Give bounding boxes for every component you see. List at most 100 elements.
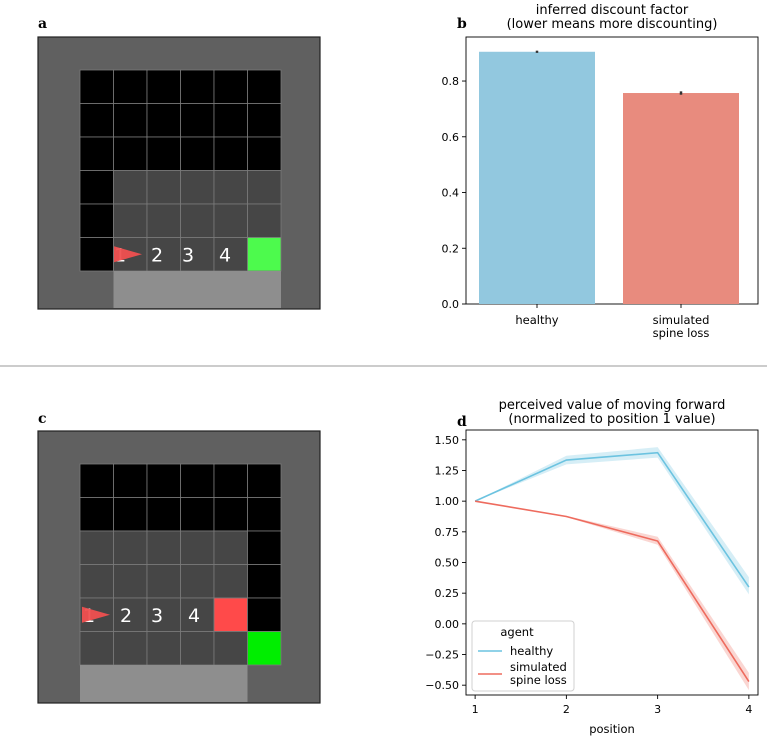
grid-cell (113, 597, 148, 632)
y-tick-label: 0.00 (435, 618, 460, 631)
grid-cell (180, 463, 215, 498)
y-tick-label: 0.2 (442, 242, 460, 255)
series-line-healthy (474, 451, 750, 588)
grid-cell (247, 497, 282, 532)
grid-cell (113, 203, 148, 238)
agent-arrow-icon (114, 246, 142, 263)
grid-cell (247, 203, 282, 238)
x-tick-label: healthy (515, 313, 558, 327)
agent-arrow-icon (82, 606, 110, 623)
y-tick-label: 0.0 (442, 298, 460, 311)
y-tick-label: 1.25 (435, 464, 460, 477)
grid-cell (213, 497, 248, 532)
legend-label-spine-loss: simulated (510, 660, 567, 674)
position-number: 3 (182, 245, 194, 267)
y-tick-label: −0.25 (425, 649, 459, 662)
bar-healthy (479, 51, 595, 305)
panel-label-c: c (38, 411, 47, 427)
grid-cell (180, 564, 215, 599)
chart-title: inferred discount factor (536, 3, 689, 18)
line-chart-perceived-value: −0.50 −0.25 0.00 0.25 0.50 0.75 1.00 1.25 1.50 1 2… (425, 398, 759, 736)
y-tick-label: 0.25 (435, 587, 460, 600)
grid-cell (79, 69, 114, 104)
grid-cell (79, 203, 114, 238)
grid-cell (247, 530, 282, 565)
legend-title: agent (500, 625, 534, 639)
grid-cell (79, 564, 114, 599)
x-tick-label: 1 (472, 703, 479, 716)
grid-cell (79, 497, 114, 532)
x-axis-label: position (589, 722, 635, 736)
confidence-band (475, 447, 749, 595)
x-tick-label: spine loss (653, 326, 710, 340)
chart-title: (lower means more discounting) (507, 17, 718, 32)
chart-title: (normalized to position 1 value) (508, 412, 715, 427)
panel-label-d: d (457, 414, 467, 430)
grid-cell (180, 136, 215, 171)
confidence-band (475, 501, 749, 691)
grid-cell (247, 597, 282, 632)
grid-cell (146, 103, 181, 138)
grid-cell (113, 170, 148, 205)
grid-cell (113, 103, 148, 138)
grid-cell (146, 463, 181, 498)
grid-cell (213, 530, 248, 565)
grid-cell (247, 463, 282, 498)
grid-cell (79, 237, 114, 272)
grid-cell (79, 170, 114, 205)
grid-cell (247, 136, 282, 171)
grid-cell (247, 237, 282, 272)
y-tick-label: 0.50 (435, 557, 460, 570)
grid-cell (180, 203, 215, 238)
y-tick-label: 0.8 (442, 75, 460, 88)
x-tick-label: 4 (745, 703, 752, 716)
grid-cell (146, 69, 181, 104)
grid-cell (113, 463, 148, 498)
grid-cell (113, 530, 148, 565)
grid-cell (113, 631, 148, 666)
ledge (113, 271, 281, 308)
grid-cell (146, 631, 181, 666)
y-tick-label: 0.6 (442, 131, 460, 144)
y-tick-label: 0.75 (435, 526, 460, 539)
grid-cell (113, 564, 148, 599)
ledge (80, 665, 248, 702)
y-tick-label: 1.50 (435, 434, 460, 447)
grid-cell (146, 203, 181, 238)
grid-cell (79, 103, 114, 138)
grid-cell (213, 564, 248, 599)
grid-cell (79, 631, 114, 666)
x-tick-label: simulated (653, 313, 710, 327)
grid-cell (247, 170, 282, 205)
bar-spine-loss (623, 93, 739, 304)
grid-cell (213, 203, 248, 238)
grid-cell (146, 170, 181, 205)
grid-cell (146, 564, 181, 599)
plot-frame (465, 36, 759, 305)
grid-cell (213, 170, 248, 205)
grid-cell (79, 463, 114, 498)
legend-label-healthy: healthy (510, 644, 553, 658)
grid-cell (213, 463, 248, 498)
grid-cell (213, 136, 248, 171)
panel-label-b: b (457, 16, 467, 32)
position-number: 3 (151, 605, 163, 627)
grid-cell (113, 136, 148, 171)
chart-title: perceived value of moving forward (499, 398, 726, 413)
grid-cell (180, 530, 215, 565)
series-line-spine-loss (474, 500, 750, 682)
grid-cell (213, 69, 248, 104)
position-number: 4 (188, 605, 200, 627)
grid-cell (247, 564, 282, 599)
grid-cell (79, 136, 114, 171)
grid-cell (113, 69, 148, 104)
grid-cell (146, 497, 181, 532)
panel-label-a: a (38, 16, 47, 32)
grid-cell (247, 103, 282, 138)
grid-cell (146, 530, 181, 565)
grid-cell (247, 69, 282, 104)
